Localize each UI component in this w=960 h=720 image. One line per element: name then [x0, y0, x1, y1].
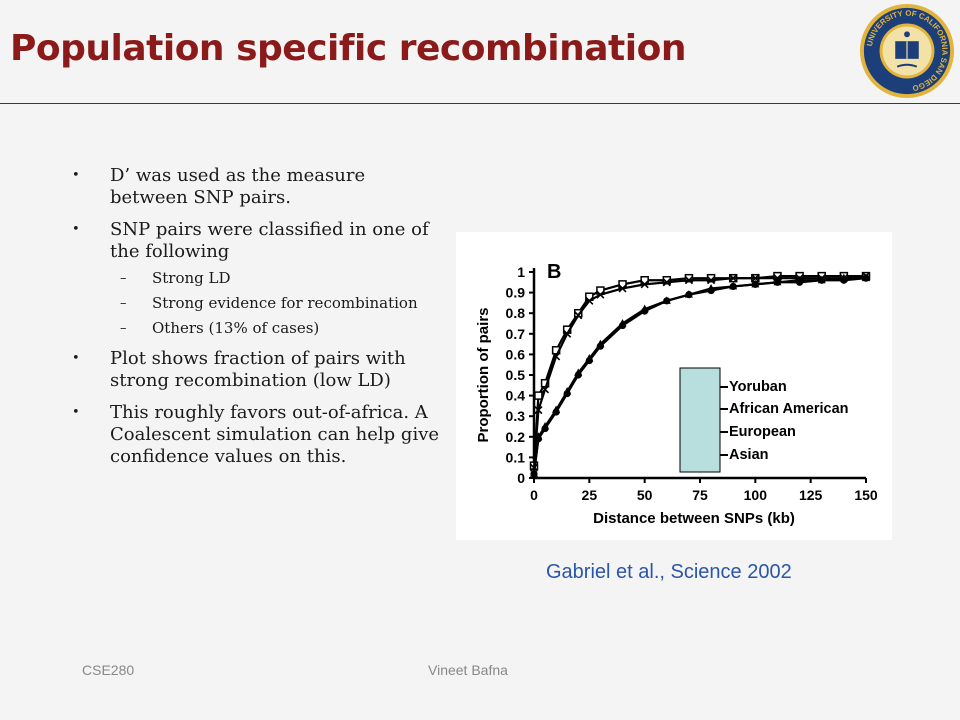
data-point-african-american: [552, 352, 561, 361]
data-point-african-american-stroke: [684, 276, 693, 285]
legend-label-african-american: African American: [729, 401, 849, 417]
y-tick-label: 0.3: [506, 408, 526, 424]
data-point-african-american-stroke: [534, 405, 543, 415]
data-point-african-american-stroke: [563, 329, 572, 338]
data-point-african-american: [534, 405, 543, 415]
data-point-yoruban: [662, 275, 672, 285]
data-point-african-american-stroke: [574, 311, 583, 320]
data-point-african-american-stroke: [640, 280, 649, 289]
legend-label-yoruban: Yoruban: [729, 379, 787, 395]
x-axis-label: Distance between SNPs (kb): [593, 510, 795, 527]
data-point-african-american-stroke: [552, 352, 561, 361]
data-point-asian: [618, 321, 627, 330]
y-tick-label: 0.5: [506, 367, 526, 383]
y-tick-label: 0.8: [506, 305, 526, 321]
panel-label: B: [547, 261, 561, 283]
data-point-asian: [751, 280, 759, 288]
data-point-african-american: [574, 311, 583, 320]
data-point-asian: [574, 371, 582, 379]
data-point-african-american: [541, 385, 550, 394]
recombination-chart: 0 0.1 0.2 0.3 0.4 0.5 0.6 0.7 0.8 0.9 1 0 25 50 75 100 1…: [456, 232, 892, 540]
data-point-african-american-stroke: [618, 284, 627, 293]
citation: Gabriel et al., Science 2002: [546, 561, 792, 583]
y-tick-label: 0.2: [506, 429, 526, 445]
footer-course: CSE280: [82, 662, 135, 678]
legend-label-asian: Asian: [729, 447, 769, 463]
data-point-asian: [585, 356, 593, 365]
y-tick-label: 0.7: [506, 326, 526, 342]
sub-bullet-item: Strong LD: [70, 269, 445, 288]
data-point-asian: [729, 282, 737, 291]
x-tick-label: 25: [582, 487, 598, 503]
data-point-african-american-stroke: [541, 385, 550, 394]
y-tick-label: 0.9: [506, 285, 526, 301]
bullet-item: SNP pairs were classified in one of the …: [70, 219, 445, 263]
x-tick-label: 150: [854, 487, 878, 503]
data-point-yoruban: [684, 273, 694, 283]
y-tick-label: 0.6: [506, 346, 526, 362]
data-point-african-american: [596, 290, 605, 299]
data-point-asian: [530, 470, 538, 478]
x-tick-label: 75: [692, 487, 708, 503]
sub-bullet-item: Strong evidence for recombination: [70, 294, 445, 313]
y-tick-label: 0.1: [506, 449, 526, 465]
data-point-african-american-stroke: [707, 276, 716, 285]
data-point-asian: [541, 424, 549, 433]
data-point-african-american-stroke: [751, 274, 760, 283]
data-point-asian: [773, 278, 782, 286]
data-point-african-american: [618, 284, 627, 293]
chart-canvas: 0 0.1 0.2 0.3 0.4 0.5 0.6 0.7 0.8 0.9 1 0 25 50 75 100 1…: [475, 261, 878, 527]
data-point-asian: [796, 278, 804, 286]
data-point-asian: [707, 286, 715, 295]
data-point-asian: [862, 274, 870, 282]
data-point-asian: [596, 342, 604, 350]
data-point-yoruban: [706, 273, 716, 283]
x-tick-label: 100: [744, 487, 768, 503]
legend-box: [679, 367, 721, 473]
data-point-asian: [552, 408, 560, 416]
data-point-african-american: [640, 280, 649, 289]
data-point-african-american: [585, 296, 594, 305]
y-tick-label: 1: [517, 264, 525, 280]
data-point-yoruban: [534, 391, 543, 400]
footer-author: Vineet Bafna: [428, 662, 508, 678]
slide-title: Population specific recombination: [10, 28, 686, 69]
y-axis-label: Proportion of pairs: [475, 308, 492, 443]
sub-bullet-item: Others (13% of cases): [70, 319, 445, 338]
y-tick-label: 0: [517, 470, 525, 486]
x-tick-label: 0: [530, 487, 538, 503]
bullet-list: D’ was used as the measure between SNP p…: [70, 165, 445, 478]
data-point-asian: [534, 435, 543, 443]
data-point-asian: [641, 307, 649, 315]
data-point-african-american-stroke: [585, 296, 594, 305]
bullet-item: This roughly favors out-of-africa. A Coa…: [70, 402, 445, 468]
data-point-african-american-stroke: [596, 290, 605, 299]
data-point-asian: [818, 276, 826, 284]
data-point-african-american-stroke: [729, 274, 738, 283]
data-point-african-american: [684, 276, 693, 285]
data-point-african-american: [751, 274, 760, 283]
legend-label-european: European: [729, 424, 796, 440]
data-point-african-american: [729, 274, 738, 283]
ucsd-seal-logo: UNIVERSITY OF CALIFORNIA SAN DIEGO: [859, 3, 955, 99]
y-tick-label: 0.4: [506, 388, 526, 404]
data-point-african-american: [662, 278, 671, 287]
data-point-african-american-stroke: [662, 278, 671, 287]
x-tick-label: 50: [637, 487, 653, 503]
title-divider: [0, 103, 960, 104]
data-point-asian: [563, 389, 571, 398]
bullet-item: D’ was used as the measure between SNP p…: [70, 165, 445, 209]
data-point-asian: [840, 276, 848, 284]
data-point-african-american: [707, 276, 716, 285]
x-tick-label: 125: [799, 487, 823, 503]
data-point-asian: [663, 297, 671, 305]
bullet-item: Plot shows fraction of pairs with strong…: [70, 348, 445, 392]
data-point-asian: [685, 291, 693, 299]
data-point-african-american: [563, 329, 572, 338]
series-line-african-american: [532, 275, 867, 468]
